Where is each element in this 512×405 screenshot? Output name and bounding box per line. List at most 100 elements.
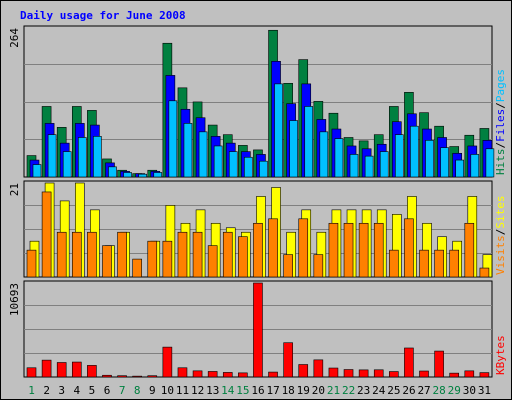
bar-kbytes-day-7 [117, 375, 127, 378]
bar-kbytes-day-17 [268, 371, 278, 378]
x-tick-label-day-20: 20 [312, 384, 325, 397]
x-tick-label-day-12: 12 [191, 384, 204, 397]
bar-pages-day-3 [62, 151, 72, 178]
bar-sites-day-5 [87, 231, 97, 278]
bar-pages-day-9 [153, 172, 163, 178]
bar-sites-day-2 [41, 191, 52, 278]
x-tick-label-day-14: 14 [221, 384, 235, 397]
bar-sites-day-25 [389, 249, 399, 278]
bar-pages-day-18 [289, 120, 298, 178]
x-tick-label-day-17: 17 [266, 384, 279, 397]
x-tick-label-day-6: 6 [104, 384, 111, 397]
x-tick-label-day-11: 11 [176, 384, 189, 397]
x-tick-label-day-29: 29 [448, 384, 461, 397]
x-tick-label-day-15: 15 [236, 384, 249, 397]
x-tick-label-day-3: 3 [58, 384, 65, 397]
panel-1-ymax-label: 264 [8, 28, 21, 48]
bar-pages-day-29 [455, 159, 465, 178]
bar-kbytes-day-16 [253, 282, 263, 378]
legend-separator: / [494, 229, 507, 236]
x-tick-label-day-31: 31 [478, 384, 491, 397]
bar-sites-day-31 [479, 267, 490, 278]
bar-kbytes-day-4 [71, 361, 82, 378]
bar-pages-day-7 [123, 172, 132, 178]
bar-kbytes-day-1 [26, 367, 37, 378]
x-tick-label-day-23: 23 [357, 384, 370, 397]
bar-pages-day-16 [259, 160, 268, 178]
bar-pages-day-12 [198, 131, 208, 178]
bar-kbytes-day-13 [207, 371, 218, 378]
bar-sites-day-27 [419, 249, 429, 278]
bar-pages-day-8 [138, 173, 147, 178]
bar-pages-day-22 [349, 154, 359, 178]
legend-entry-files: Files [494, 109, 507, 142]
x-tick-label-day-2: 2 [43, 384, 50, 397]
x-tick-label-day-7: 7 [119, 384, 126, 397]
x-tick-label-day-18: 18 [282, 384, 295, 397]
bar-kbytes-day-10 [162, 346, 173, 378]
x-tick-label-day-13: 13 [206, 384, 219, 397]
bar-kbytes-day-14 [222, 372, 233, 378]
bar-sites-day-16 [253, 222, 263, 278]
legend-separator: / [494, 102, 507, 109]
x-tick-label-day-27: 27 [417, 384, 430, 397]
bar-sites-day-22 [343, 222, 354, 278]
x-tick-label-day-16: 16 [251, 384, 264, 397]
x-tick-label-day-9: 9 [149, 384, 156, 397]
bar-kbytes-day-22 [343, 369, 354, 378]
bar-sites-day-23 [358, 222, 369, 278]
bar-kbytes-day-8 [132, 375, 142, 378]
bar-kbytes-day-29 [449, 372, 460, 378]
bar-sites-day-12 [192, 231, 203, 278]
panel-3-legend: KBytes [494, 335, 507, 375]
bar-pages-day-14 [228, 151, 238, 178]
bar-pages-day-17 [274, 83, 283, 178]
bar-pages-day-6 [108, 166, 117, 178]
bar-sites-day-18 [283, 254, 293, 278]
bar-kbytes-day-3 [56, 362, 67, 378]
panel-3-ymax-label: 10693 [8, 283, 21, 316]
bar-sites-day-10 [162, 240, 173, 278]
legend-entry-visits: Visits [494, 235, 507, 275]
bar-pages-day-31 [485, 148, 495, 178]
bar-sites-day-19 [298, 218, 309, 278]
bar-pages-day-4 [77, 137, 87, 178]
bar-kbytes-day-15 [238, 372, 248, 378]
legend-entry-hits: Hits [494, 149, 507, 176]
panel-1-legend: Hits/Files/Pages [494, 69, 507, 175]
bar-kbytes-day-21 [328, 367, 339, 378]
bar-sites-day-28 [434, 249, 444, 278]
legend-entry-pages: Pages [494, 69, 507, 102]
x-tick-label-day-4: 4 [74, 384, 81, 397]
bar-pages-day-28 [440, 147, 449, 178]
bar-pages-day-1 [32, 164, 42, 178]
x-tick-label-day-30: 30 [463, 384, 476, 397]
bar-kbytes-day-30 [464, 370, 475, 378]
bar-sites-day-9 [147, 240, 158, 278]
bar-pages-day-27 [425, 140, 434, 178]
bar-kbytes-day-2 [41, 359, 52, 378]
bar-kbytes-day-11 [177, 367, 188, 378]
bar-sites-day-13 [207, 245, 218, 278]
x-tick-label-day-28: 28 [433, 384, 446, 397]
bar-sites-day-6 [102, 245, 112, 278]
x-tick-label-day-22: 22 [342, 384, 355, 397]
x-tick-label-day-5: 5 [89, 384, 96, 397]
bar-pages-day-5 [93, 136, 102, 178]
bar-kbytes-day-31 [479, 372, 490, 378]
panel-2-legend: Visits/Sites [494, 196, 507, 276]
bar-pages-day-26 [410, 125, 419, 178]
x-tick-label-day-10: 10 [161, 384, 174, 397]
bar-pages-day-23 [364, 155, 374, 178]
bar-kbytes-day-6 [102, 374, 112, 378]
bar-pages-day-21 [334, 138, 344, 178]
panel-2-ymax-label: 21 [8, 183, 21, 196]
x-tick-label-day-26: 26 [402, 384, 415, 397]
bar-sites-day-3 [56, 231, 67, 278]
legend-separator: / [494, 142, 507, 149]
x-tick-label-day-19: 19 [297, 384, 310, 397]
bar-sites-day-15 [238, 236, 248, 278]
bar-sites-day-26 [404, 218, 414, 278]
bar-kbytes-day-12 [192, 370, 203, 378]
